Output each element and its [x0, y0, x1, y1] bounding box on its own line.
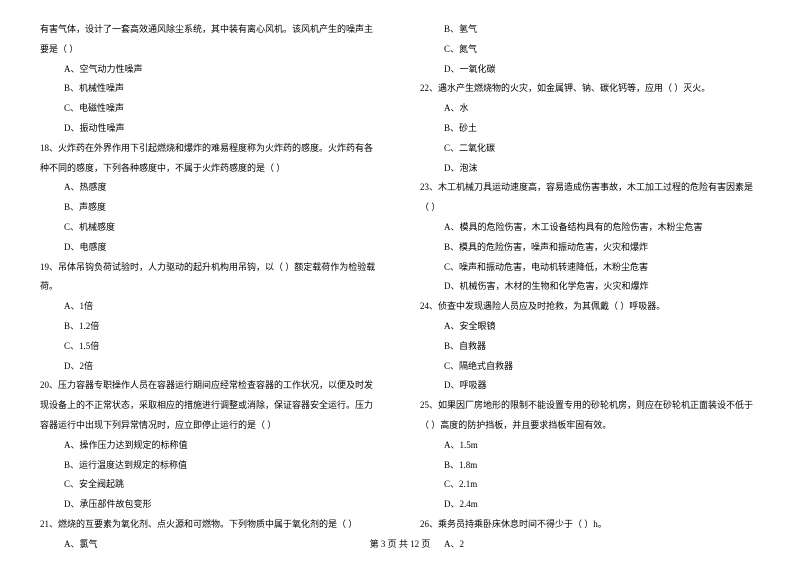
q17-option-b: B、机械性噪声	[40, 79, 380, 99]
q17-option-c: C、电磁性噪声	[40, 99, 380, 119]
q23-option-b: B、模具的危险伤害，噪声和振动危害，火灾和爆炸	[420, 238, 760, 258]
q25-option-b: B、1.8m	[420, 456, 760, 476]
q18-option-c: C、机械感度	[40, 218, 380, 238]
q21-text: 21、燃烧的互要素为氧化剂、点火源和可燃物。下列物质中属于氧化剂的是（ ）	[40, 515, 380, 535]
page-footer: 第 3 页 共 12 页	[0, 537, 800, 550]
q22-option-a: A、水	[420, 99, 760, 119]
q22-option-b: B、砂土	[420, 119, 760, 139]
q20-option-d: D、承压部件故包变形	[40, 495, 380, 515]
left-column: 有害气体，设计了一套高效通风除尘系统，其中装有离心风机。该风机产生的噪声主要是（…	[40, 20, 380, 530]
q18-option-d: D、电感度	[40, 238, 380, 258]
q20-option-a: A、操作压力达到规定的标称值	[40, 436, 380, 456]
q23-text: 23、木工机械刀具运动速度高，容易造成伤害事故，木工加工过程的危险有害因素是（ …	[420, 178, 760, 218]
q19-option-d: D、2倍	[40, 357, 380, 377]
q19-option-b: B、1.2倍	[40, 317, 380, 337]
q18-text: 18、火炸药在外界作用下引起燃烧和爆炸的难易程度称为火炸药的感度。火炸药有各种不…	[40, 139, 380, 179]
q23-option-d: D、机械伤害，木材的生物和化学危害，火灾和爆炸	[420, 277, 760, 297]
q19-option-a: A、1倍	[40, 297, 380, 317]
q22-text: 22、遇水产生燃烧物的火灾，如金属钾、钠、碳化钙等，应用（ ）灭火。	[420, 79, 760, 99]
q20-text: 20、压力容器专职操作人员在容器运行期间应经常检查容器的工作状况，以便及时发现设…	[40, 376, 380, 435]
q25-option-d: D、2.4m	[420, 495, 760, 515]
q23-option-a: A、模具的危险伤害，木工设备结构具有的危险伤害，木粉尘危害	[420, 218, 760, 238]
q17-option-a: A、空气动力性噪声	[40, 60, 380, 80]
q21-option-c: C、氮气	[420, 40, 760, 60]
q18-option-a: A、热感度	[40, 178, 380, 198]
q22-option-d: D、泡沫	[420, 159, 760, 179]
q25-text: 25、如果因厂房地形的限制不能设置专用的砂轮机房，则应在砂轮机正面装设不低于（ …	[420, 396, 760, 436]
q18-option-b: B、声感度	[40, 198, 380, 218]
q21-option-b: B、氢气	[420, 20, 760, 40]
q24-option-c: C、隔绝式自救器	[420, 357, 760, 377]
q24-option-d: D、呼吸器	[420, 376, 760, 396]
q19-option-c: C、1.5倍	[40, 337, 380, 357]
q24-option-b: B、自救器	[420, 337, 760, 357]
q26-text: 26、乘务员持乘卧床休息时间不得少于（ ）h。	[420, 515, 760, 535]
q25-option-a: A、1.5m	[420, 436, 760, 456]
q17-continuation: 有害气体，设计了一套高效通风除尘系统，其中装有离心风机。该风机产生的噪声主要是（…	[40, 20, 380, 60]
q20-option-c: C、安全阀起跳	[40, 475, 380, 495]
q24-option-a: A、安全眼镜	[420, 317, 760, 337]
q17-option-d: D、振动性噪声	[40, 119, 380, 139]
q22-option-c: C、二氧化碳	[420, 139, 760, 159]
q23-option-c: C、噪声和振动危害，电动机转速降低，木粉尘危害	[420, 258, 760, 278]
q19-text: 19、吊体吊钩负荷试验时，人力驱动的起升机构用吊钩，以（ ）额定载荷作为检验载荷…	[40, 258, 380, 298]
q24-text: 24、侦查中发现遇险人员应及时抢救，为其佩戴（ ）呼吸器。	[420, 297, 760, 317]
q21-option-d: D、一氧化碳	[420, 60, 760, 80]
q20-option-b: B、运行温度达到规定的标称值	[40, 456, 380, 476]
right-column: B、氢气 C、氮气 D、一氧化碳 22、遇水产生燃烧物的火灾，如金属钾、钠、碳化…	[420, 20, 760, 530]
q25-option-c: C、2.1m	[420, 475, 760, 495]
